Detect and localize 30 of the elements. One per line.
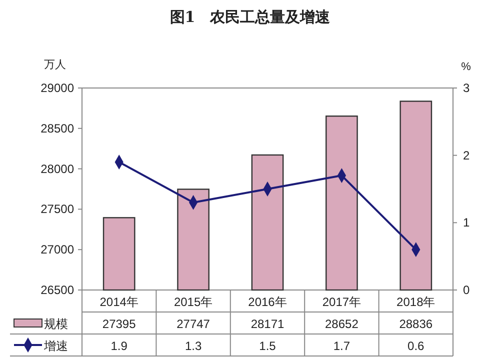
data-label: 27395 <box>102 317 136 331</box>
data-label: 27747 <box>176 317 210 331</box>
y-tick-label: 26500 <box>40 283 74 297</box>
y2-axis-title: % <box>461 61 472 73</box>
data-label: 28171 <box>250 317 285 331</box>
y2-tick-label: 2 <box>463 148 470 162</box>
data-label: 28836 <box>399 317 433 331</box>
data-label: 1.3 <box>184 339 202 353</box>
y-tick-label: 27500 <box>40 202 74 216</box>
y-tick-label: 29000 <box>40 81 74 95</box>
legend-label: 增速 <box>43 339 68 353</box>
y-tick-label: 28500 <box>40 121 74 136</box>
data-label: 1.9 <box>110 339 128 353</box>
y2-tick-label: 3 <box>463 81 470 95</box>
x-tick-label: 2017年 <box>322 295 362 309</box>
data-label: 0.6 <box>408 339 425 353</box>
y-tick-label: 28000 <box>40 162 74 176</box>
data-label: 28652 <box>325 317 359 331</box>
x-tick-label: 2015年 <box>174 295 213 309</box>
y2-tick-label: 0 <box>463 283 470 297</box>
y-tick-label: 27000 <box>40 242 74 257</box>
x-tick-label: 2014年 <box>100 295 138 309</box>
legend-label: 规模 <box>44 317 68 331</box>
data-label: 1.7 <box>333 339 350 353</box>
x-tick-label: 2016年 <box>248 295 287 309</box>
y-axis-title: 万人 <box>44 59 66 71</box>
y2-tick-label: 1 <box>463 216 470 230</box>
chart-title: 图1 农民工总量及增速 <box>170 8 332 26</box>
x-tick-label: 2018年 <box>396 295 436 309</box>
data-label: 1.5 <box>259 339 276 353</box>
